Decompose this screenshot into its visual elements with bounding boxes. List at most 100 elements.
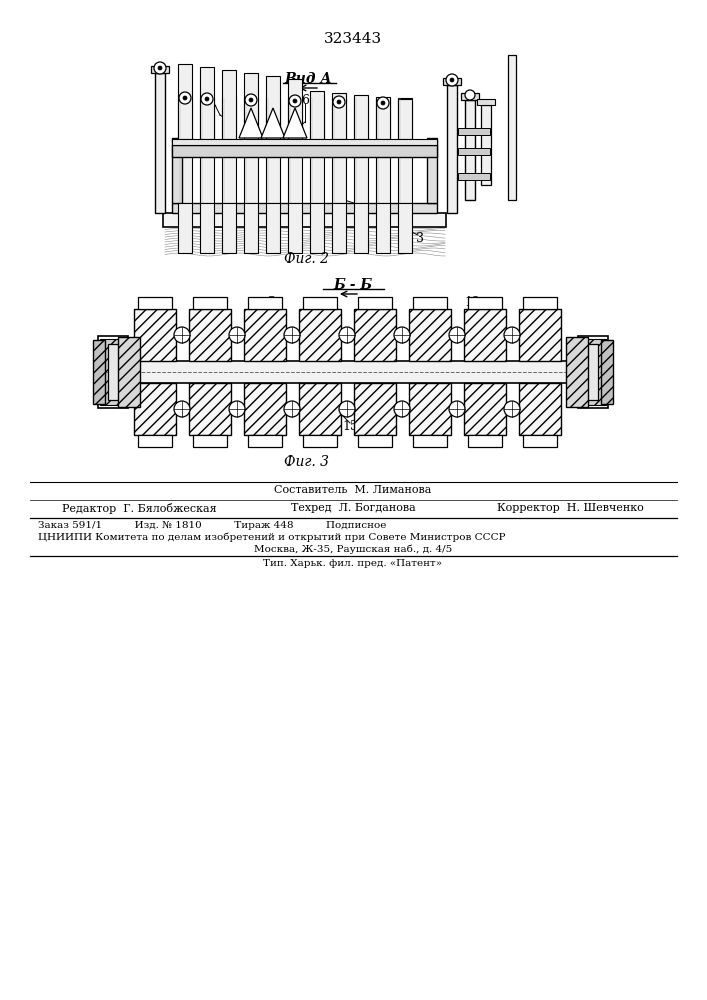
Text: Б - Б: Б - Б <box>334 278 373 292</box>
Bar <box>299 309 341 361</box>
Bar <box>200 98 214 203</box>
Bar <box>193 297 227 309</box>
Bar <box>172 139 437 145</box>
Bar <box>523 435 557 447</box>
Bar <box>288 98 302 203</box>
Bar <box>303 435 337 447</box>
Bar <box>427 138 437 203</box>
Bar <box>303 297 337 309</box>
Bar <box>332 93 346 139</box>
Bar <box>244 98 258 203</box>
Text: Фиг. 3: Фиг. 3 <box>284 455 329 469</box>
Text: 2: 2 <box>243 96 251 108</box>
Polygon shape <box>261 108 285 138</box>
Text: ЦНИИПИ Комитета по делам изобретений и открытий при Совете Министров СССР: ЦНИИПИ Комитета по делам изобретений и о… <box>38 533 506 542</box>
Circle shape <box>293 99 297 103</box>
Bar <box>288 203 302 253</box>
Bar <box>151 66 169 73</box>
Circle shape <box>229 327 245 343</box>
Circle shape <box>449 327 465 343</box>
Bar <box>523 297 557 309</box>
Bar <box>98 336 128 408</box>
Text: 6: 6 <box>301 94 309 106</box>
Bar <box>172 203 437 213</box>
Bar <box>189 383 231 435</box>
Polygon shape <box>283 108 307 138</box>
Bar <box>447 85 457 213</box>
Bar <box>222 70 236 139</box>
Circle shape <box>174 327 190 343</box>
Bar <box>458 128 490 135</box>
Text: 12: 12 <box>464 296 480 308</box>
Text: 323443: 323443 <box>324 32 382 46</box>
Bar <box>155 73 165 213</box>
Circle shape <box>465 90 475 100</box>
Bar <box>138 297 172 309</box>
Text: Вид А: Вид А <box>284 72 332 86</box>
Text: Техред  Л. Богданова: Техред Л. Богданова <box>291 503 416 513</box>
Circle shape <box>446 74 458 86</box>
Text: 1: 1 <box>209 96 217 108</box>
Bar <box>310 98 324 203</box>
Bar <box>508 55 516 200</box>
Bar <box>100 339 126 405</box>
Text: Заказ 591/1          Изд. № 1810          Тираж 448          Подписное: Заказ 591/1 Изд. № 1810 Тираж 448 Подпис… <box>38 521 386 530</box>
Circle shape <box>339 401 355 417</box>
Circle shape <box>337 100 341 104</box>
Bar <box>458 148 490 155</box>
Bar <box>465 100 475 200</box>
Bar <box>376 97 390 139</box>
Circle shape <box>154 62 166 74</box>
Bar <box>134 309 176 361</box>
Circle shape <box>284 327 300 343</box>
Bar <box>93 340 105 404</box>
Text: Корректор  Н. Шевченко: Корректор Н. Шевченко <box>496 503 643 513</box>
Text: Москва, Ж-35, Раушская наб., д. 4/5: Москва, Ж-35, Раушская наб., д. 4/5 <box>254 545 452 554</box>
Bar <box>398 98 412 203</box>
Bar <box>193 435 227 447</box>
Bar <box>163 213 446 227</box>
Circle shape <box>229 401 245 417</box>
Bar <box>266 203 280 253</box>
Bar <box>601 340 613 404</box>
Circle shape <box>249 98 253 102</box>
Bar <box>477 99 495 105</box>
Bar <box>376 98 390 203</box>
Bar <box>354 98 368 203</box>
Bar <box>244 309 286 361</box>
Circle shape <box>183 96 187 100</box>
Bar <box>332 203 346 253</box>
Bar <box>409 383 451 435</box>
Bar <box>200 203 214 253</box>
Circle shape <box>504 327 520 343</box>
Bar <box>354 383 396 435</box>
Bar <box>464 383 506 435</box>
Bar <box>112 361 598 383</box>
Circle shape <box>284 401 300 417</box>
Bar <box>413 435 447 447</box>
Bar <box>299 383 341 435</box>
Bar <box>358 435 392 447</box>
Circle shape <box>179 92 191 104</box>
Bar <box>584 344 598 400</box>
Circle shape <box>394 401 410 417</box>
Text: Тип. Харьк. фил. пред. «Патент»: Тип. Харьк. фил. пред. «Патент» <box>264 559 443 568</box>
Bar <box>200 67 214 139</box>
Bar <box>134 383 176 435</box>
Text: Фиг. 2: Фиг. 2 <box>284 252 329 266</box>
Bar <box>244 203 258 253</box>
Polygon shape <box>239 108 263 138</box>
Bar <box>310 203 324 253</box>
Bar <box>189 309 231 361</box>
Bar <box>248 435 282 447</box>
Bar <box>354 309 396 361</box>
Bar <box>244 73 258 139</box>
Bar <box>266 76 280 139</box>
Circle shape <box>245 94 257 106</box>
Bar <box>398 99 412 139</box>
Bar <box>519 383 561 435</box>
Bar <box>178 64 192 139</box>
Bar <box>566 337 588 407</box>
Circle shape <box>158 66 162 70</box>
Circle shape <box>339 327 355 343</box>
